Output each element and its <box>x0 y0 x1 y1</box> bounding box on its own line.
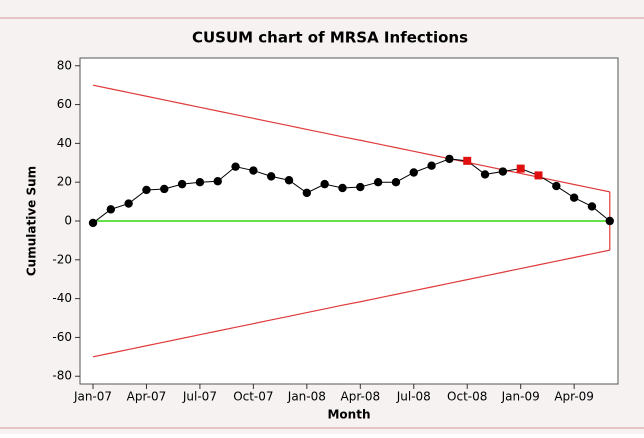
x-axis-label: Month <box>327 408 370 422</box>
data-point <box>338 183 347 193</box>
data-point <box>284 176 294 185</box>
data-point <box>302 188 312 198</box>
x-tick-label: Apr-09 <box>554 390 594 404</box>
x-tick-label: Oct-08 <box>447 390 487 404</box>
x-tick-label: Jan-09 <box>501 390 540 404</box>
y-tick-label: 20 <box>57 175 72 189</box>
x-tick-label: Jan-08 <box>287 390 326 404</box>
control-limit <box>92 84 610 193</box>
y-tick-label: -20 <box>52 252 72 266</box>
data-point <box>391 177 401 187</box>
x-tick-label: Jul-07 <box>182 390 217 404</box>
data-point <box>409 168 418 177</box>
data-point <box>356 182 365 192</box>
out-of-control-point <box>463 156 472 165</box>
y-tick-label: -80 <box>52 369 72 383</box>
data-point <box>587 202 597 211</box>
data-point <box>124 199 133 208</box>
data-point <box>267 172 276 181</box>
control-limit <box>92 249 610 358</box>
data-point <box>498 167 508 176</box>
out-of-control-point <box>534 171 543 180</box>
x-tick-label: Jan-07 <box>73 390 112 404</box>
y-tick-label: 60 <box>57 97 72 111</box>
x-tick-label: Apr-07 <box>127 390 167 404</box>
data-point <box>231 162 240 171</box>
data-point <box>480 170 490 179</box>
chart-title: CUSUM chart of MRSA Infections <box>192 29 468 47</box>
data-point <box>373 177 383 187</box>
y-tick-label: 80 <box>57 58 72 72</box>
y-tick-label: 40 <box>57 136 72 150</box>
data-point <box>605 216 614 226</box>
data-point <box>177 179 187 189</box>
x-tick-label: Apr-08 <box>341 390 381 404</box>
x-tick-label: Jul-08 <box>396 390 431 404</box>
data-point <box>552 181 561 191</box>
data-point <box>106 205 116 214</box>
data-point <box>195 177 205 187</box>
y-tick-label: -40 <box>52 291 72 305</box>
y-tick-label: 0 <box>64 214 72 228</box>
y-tick-label: -60 <box>52 330 72 344</box>
data-point <box>142 185 151 195</box>
data-point <box>160 184 169 194</box>
data-point <box>213 177 222 186</box>
data-point <box>569 193 579 202</box>
y-axis-label: Cumulative Sum <box>25 166 39 276</box>
x-tick-label: Oct-07 <box>233 390 273 404</box>
out-of-control-point <box>516 164 525 173</box>
data-point <box>249 166 258 175</box>
data-point <box>445 154 454 164</box>
data-point <box>88 218 98 228</box>
data-point <box>320 179 329 189</box>
data-point <box>427 161 436 170</box>
